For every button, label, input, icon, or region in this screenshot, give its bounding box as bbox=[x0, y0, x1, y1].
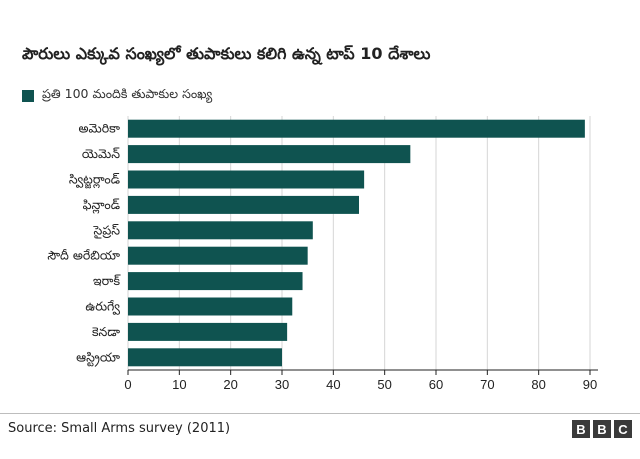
x-tick-label: 70 bbox=[480, 377, 494, 392]
category-label: ఉరుగ్వే bbox=[85, 299, 120, 316]
category-label: ఫిన్లాండ్ bbox=[83, 197, 120, 214]
x-tick-label: 60 bbox=[429, 377, 443, 392]
bbc-logo-letter: B bbox=[593, 420, 611, 438]
x-tick-label: 40 bbox=[326, 377, 340, 392]
bbc-logo-letter: C bbox=[614, 420, 632, 438]
bar bbox=[128, 246, 308, 265]
footer-divider bbox=[0, 413, 640, 414]
bar bbox=[128, 145, 411, 164]
category-label: స్విట్జర్లాండ్ bbox=[69, 172, 120, 189]
category-label: ఆస్ట్రియా bbox=[76, 349, 120, 367]
bar bbox=[128, 119, 585, 138]
x-tick-label: 50 bbox=[377, 377, 391, 392]
category-label: సౌదీ అరేబియా bbox=[47, 248, 120, 263]
x-tick-label: 80 bbox=[531, 377, 545, 392]
category-label: ఇరాక్ bbox=[93, 273, 121, 288]
category-label: అమెరికా bbox=[79, 121, 121, 136]
bar-chart: అమెరికా యెమెన్ స్విట్జర్లాండ్ ఫిన్లాండ్ సైప్… bbox=[47, 116, 598, 392]
x-tick-label: 0 bbox=[124, 377, 131, 392]
bbc-logo: B B C bbox=[572, 420, 632, 438]
bbc-logo-letter: B bbox=[572, 420, 590, 438]
bar bbox=[128, 322, 288, 341]
chart-legend: ప్రతి 100 మందికి తుపాకుల సంఖ్య bbox=[22, 86, 212, 105]
bar bbox=[128, 348, 282, 367]
bar bbox=[128, 195, 359, 214]
legend-swatch bbox=[22, 89, 34, 102]
category-label: కెనడా bbox=[92, 324, 120, 339]
bar bbox=[128, 221, 313, 240]
x-tick-label: 10 bbox=[172, 377, 186, 392]
category-label: యెమెన్ bbox=[82, 146, 120, 161]
source-note: Source: Small Arms survey (2011) bbox=[8, 421, 231, 436]
x-tick-label: 20 bbox=[223, 377, 237, 392]
bar bbox=[128, 297, 293, 316]
x-tick-label: 30 bbox=[275, 377, 289, 392]
legend-label: ప్రతి 100 మందికి తుపాకుల సంఖ్య bbox=[42, 86, 213, 101]
bar bbox=[128, 170, 365, 189]
x-tick-label: 90 bbox=[583, 377, 597, 392]
category-label: సైప్రస్ bbox=[93, 222, 121, 238]
bar bbox=[128, 272, 303, 291]
chart-title: పౌరులు ఎక్కువ సంఖ్యలో తుపాకులు కలిగి ఉన్… bbox=[22, 44, 431, 63]
